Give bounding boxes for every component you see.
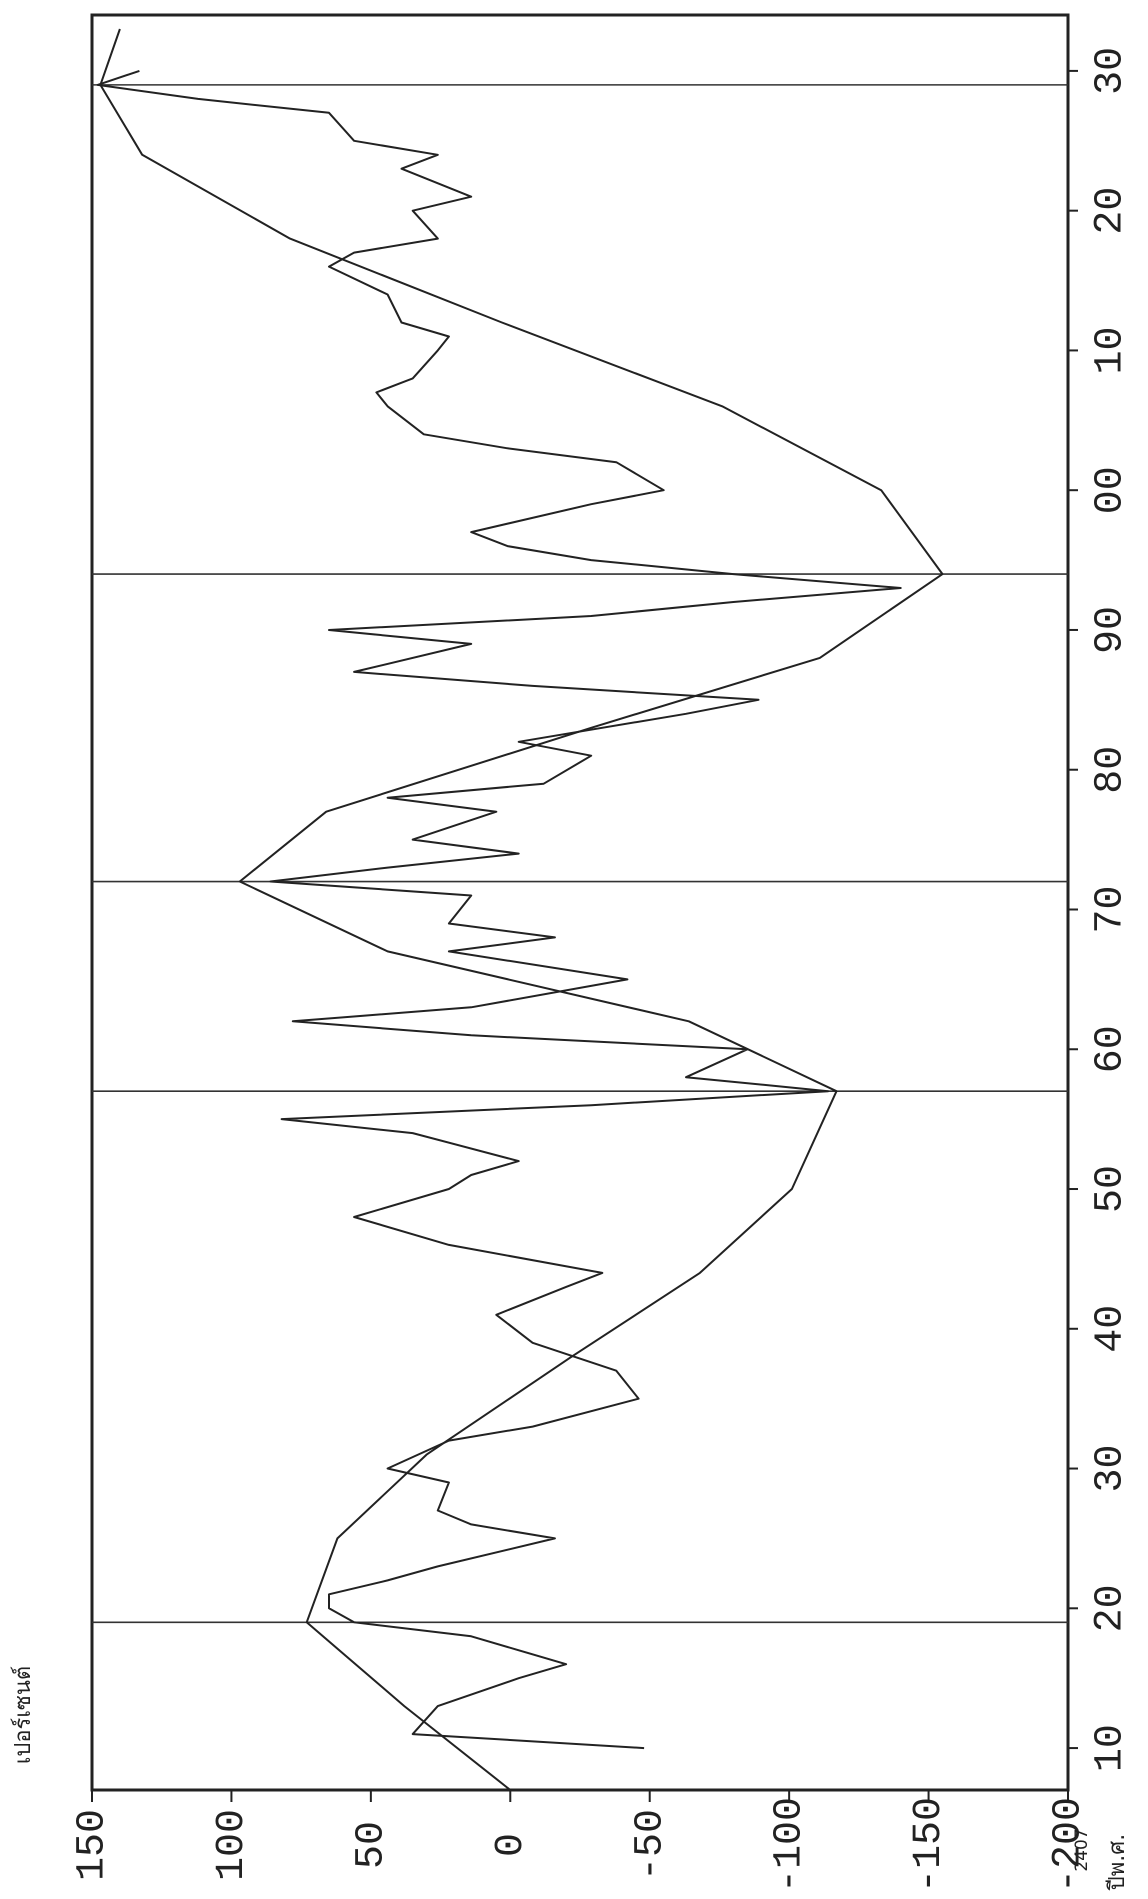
x-tick-label: 80 <box>1089 746 1134 794</box>
x-tick-label: 20 <box>1089 187 1134 235</box>
data-line <box>96 69 902 1750</box>
x-tick-label: 60 <box>1089 1025 1134 1073</box>
x-tick-label: 70 <box>1089 885 1134 933</box>
x-tick-label: 00 <box>1089 466 1134 514</box>
y-axis-label: เปอร์เซนต์ <box>11 1666 36 1764</box>
y-tick-label: -100 <box>768 1797 813 1893</box>
x-tick-label: 10 <box>1089 1724 1134 1772</box>
x-tick-label: 40 <box>1089 1305 1134 1353</box>
x-tick-label: 90 <box>1089 606 1134 654</box>
x-tick-label: 20 <box>1089 1584 1134 1632</box>
x-tick-label: 30 <box>1089 47 1134 95</box>
y-tick-label: -150 <box>907 1797 952 1893</box>
y-tick-label: 0 <box>489 1833 534 1857</box>
x-tick-label: 10 <box>1089 326 1134 374</box>
x-tick-label: 50 <box>1089 1165 1134 1213</box>
y-tick-label: 100 <box>210 1809 255 1881</box>
plot-frame <box>90 13 1070 1792</box>
x-tick-label: 30 <box>1089 1445 1134 1493</box>
data-line <box>99 28 944 1791</box>
x-axis-label: ปีพ.ศ. <box>1105 1834 1130 1892</box>
y-tick-label: -200 <box>1047 1797 1092 1893</box>
y-tick-label: -50 <box>628 1809 673 1881</box>
y-tick-label: 150 <box>71 1809 116 1881</box>
x-origin-label: 2407 <box>1072 1828 1092 1871</box>
y-tick-label: 50 <box>349 1821 394 1869</box>
